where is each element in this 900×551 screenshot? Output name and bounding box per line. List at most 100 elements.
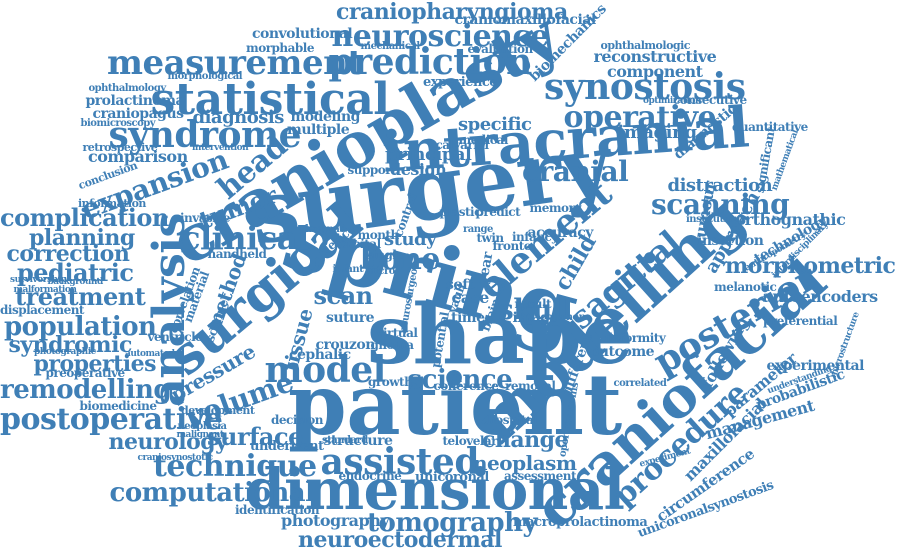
cloud-word: removal (505, 379, 556, 393)
cloud-word: photography (281, 511, 390, 530)
cloud-word: prolactinoma (85, 93, 185, 109)
cloud-word: model (264, 349, 387, 391)
cloud-word: evaluation (467, 42, 534, 56)
cloud-word: underwent (250, 438, 324, 454)
cloud-word: prediction (328, 41, 533, 83)
cloud-word: macroprolactinoma (513, 514, 648, 530)
cloud-word: remodelling (0, 375, 172, 405)
cloud-word: syndromic (8, 332, 133, 358)
cloud-word: micro (365, 266, 395, 277)
cloud-word: structure (323, 433, 393, 449)
cloud-word: scanning (651, 188, 790, 221)
cloud-word: dimensional (245, 457, 625, 523)
cloud-word: predict (475, 205, 521, 219)
cloud-word: memory (529, 201, 582, 215)
cloud-word: growth (368, 375, 413, 389)
cloud-word: autoencoders (762, 287, 879, 306)
cloud-word: unicoronal (415, 469, 489, 485)
cloud-word: operative (563, 100, 717, 135)
cloud-word: tomography (367, 508, 538, 538)
cloud-word: neoplasm (473, 451, 577, 475)
cloud-word: assessment (504, 469, 577, 483)
cloud-word: orbital (339, 237, 381, 251)
cloud-word: survivorship (10, 274, 67, 285)
cloud-word: biomedicine (79, 399, 157, 413)
cloud-word: handheld (207, 247, 267, 261)
cloud-word: fronto (492, 239, 532, 253)
cloud-word: suture (326, 310, 375, 326)
cloud-word: design (390, 160, 447, 179)
cloud-word: shape (367, 287, 633, 383)
cloud-word: planning (29, 225, 135, 251)
cloud-word: malignant (176, 429, 225, 440)
cloud-word: multiple (287, 122, 350, 138)
cloud-word: preferential (763, 314, 838, 328)
cloud-word: craniosynostotic (137, 452, 214, 463)
cloud-word: image (512, 310, 559, 326)
cloud-word: consecutive (673, 93, 747, 107)
cloud-word: complication (0, 203, 169, 232)
cloud-word: support (347, 163, 397, 177)
cloud-word: twin (476, 231, 505, 245)
cloud-word: convolutional (252, 26, 353, 42)
cloud-word: treatment (15, 282, 146, 311)
cloud-word: neurology (108, 429, 228, 455)
cloud-word: measurement (107, 43, 363, 83)
cloud-word: bone (360, 242, 440, 277)
cloud-word: information (78, 196, 146, 210)
cloud-word: endocrine (338, 469, 402, 483)
cloud-word: ventricle (147, 330, 203, 344)
cloud-word: development (181, 403, 255, 417)
cloud-word: background (47, 276, 104, 287)
cloud-word: crouzon (315, 337, 376, 353)
cloud-word: case (451, 288, 490, 307)
cloud-word: month (357, 228, 400, 242)
cloud-word: patient (288, 355, 622, 454)
cloud-word: craniopharyngioma (336, 0, 568, 25)
cloud-word: cranial (522, 155, 629, 188)
cloud-word: range (463, 224, 493, 235)
cloud-word: orthognathic (734, 210, 846, 229)
cloud-word: postoperative (0, 402, 223, 437)
cloud-word: study (384, 229, 437, 250)
cloud-word: distraction (667, 175, 773, 196)
cloud-word: infant (332, 264, 364, 275)
cloud-word: skull (498, 293, 573, 326)
cloud-word: assisted (320, 441, 480, 483)
cloud-word: quantitative (732, 120, 808, 134)
cloud-word: ophthalmology (88, 83, 167, 94)
cloud-word: neuroectodermal (298, 527, 502, 551)
cloud-word: experience (423, 74, 498, 90)
cloud-word: correlated (613, 378, 667, 389)
cloud-word: reconstructive (593, 47, 717, 66)
cloud-word: calvarial (435, 138, 490, 152)
cloud-word: glioma (370, 338, 414, 352)
cloud-word: science (407, 365, 513, 395)
cloud-word: insertion (697, 233, 764, 249)
cloud-word: melanotic (714, 280, 777, 294)
cloud-word: specific (458, 114, 532, 135)
cloud-word: accuracy (527, 225, 594, 241)
cloud-word: identification (235, 503, 320, 517)
cloud-word: soft (446, 277, 474, 293)
cloud-word: common (540, 312, 586, 323)
cloud-word: diagnosis (192, 107, 285, 128)
cloud-word: displacement (0, 303, 84, 317)
cloud-word: change (482, 427, 569, 453)
cloud-word: craniomaxillofacial (454, 12, 597, 28)
cloud-word: retrospective (82, 140, 158, 154)
cloud-word: technique (153, 449, 317, 484)
cloud-word: neoplasia (177, 421, 227, 432)
cloud-word: scan (313, 281, 374, 310)
cloud-word: automated (125, 348, 175, 359)
cloud-word: photographic (34, 346, 96, 357)
cloud-word: result (514, 297, 552, 311)
cloud-word: single (366, 248, 404, 262)
cloud-word: imaging (617, 122, 698, 143)
cloud-word: experimental (766, 358, 865, 374)
cloud-word: comparison (88, 147, 188, 166)
cloud-word: infancy (512, 230, 558, 244)
cloud-word: syndrome (108, 114, 302, 156)
cloud-word: hospital (487, 413, 538, 427)
cloud-word: mechanical (360, 41, 421, 52)
